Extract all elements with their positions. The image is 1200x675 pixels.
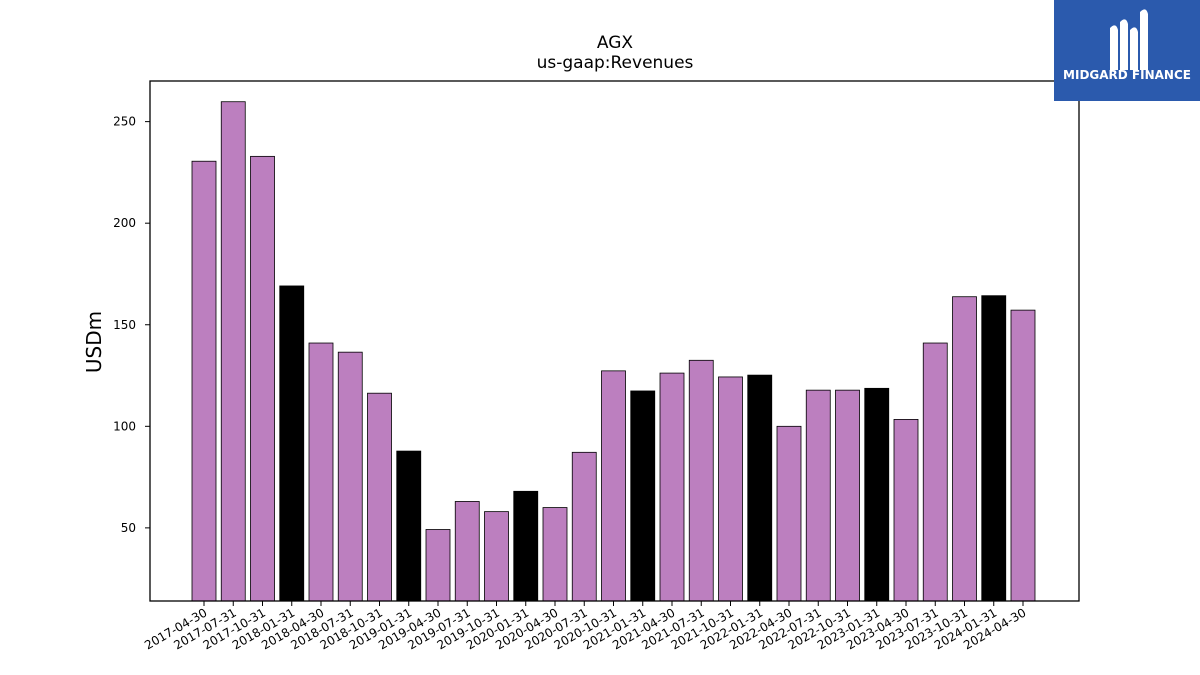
bar-2022-01-31 (747, 374, 773, 602)
bar-2017-07-31 (220, 101, 246, 602)
x-axis: 2017-04-302017-07-312017-10-312018-01-31… (142, 601, 1029, 652)
bar-2018-01-31 (279, 285, 305, 602)
bar-2020-10-31 (601, 370, 626, 602)
y-tick-label: 150 (113, 318, 136, 332)
bar-2019-01-31 (396, 450, 422, 602)
bar-2021-04-30 (659, 372, 685, 602)
bar-2024-04-30 (1010, 309, 1036, 602)
midgard-logo-icon (1110, 9, 1148, 70)
bar-2020-07-31 (571, 451, 597, 602)
y-tick-label: 250 (113, 115, 136, 129)
chart-title: AGX (597, 33, 634, 53)
bar-2023-10-31 (952, 296, 977, 602)
logo-text: MIDGARD FINANCE (1063, 68, 1191, 82)
bar-2018-04-30 (308, 342, 334, 602)
bar-2017-10-31 (250, 155, 275, 602)
bar-2019-10-31 (484, 511, 509, 602)
bar-2021-10-31 (718, 376, 743, 602)
bar-2021-01-31 (630, 390, 656, 602)
y-axis-label: USDm (82, 311, 106, 373)
bar-2022-10-31 (835, 389, 860, 602)
bar-2020-01-31 (513, 490, 539, 602)
bar-2020-04-30 (542, 507, 568, 602)
bar-2024-01-31 (981, 295, 1007, 602)
bar-2021-07-31 (688, 359, 714, 602)
bar-2017-04-30 (191, 160, 217, 602)
bar-2023-04-30 (893, 419, 919, 602)
bars-group (191, 101, 1036, 602)
y-tick-label: 100 (113, 419, 136, 433)
bar-2019-07-31 (454, 501, 480, 602)
y-axis: 50 100 150 200 250 (113, 115, 150, 535)
chart-subtitle: us-gaap:Revenues (537, 53, 694, 73)
bar-2018-07-31 (337, 351, 363, 602)
y-tick-label: 50 (121, 521, 136, 535)
bar-2018-10-31 (367, 392, 392, 602)
bar-2022-07-31 (805, 389, 831, 602)
bar-2022-04-30 (776, 425, 802, 602)
midgard-finance-logo: MIDGARD FINANCE (1054, 0, 1200, 101)
bar-2023-07-31 (922, 342, 948, 602)
y-tick-label: 200 (113, 216, 136, 230)
bar-2023-01-31 (864, 387, 890, 602)
bar-2019-04-30 (425, 529, 451, 602)
plot-frame (149, 80, 1080, 602)
